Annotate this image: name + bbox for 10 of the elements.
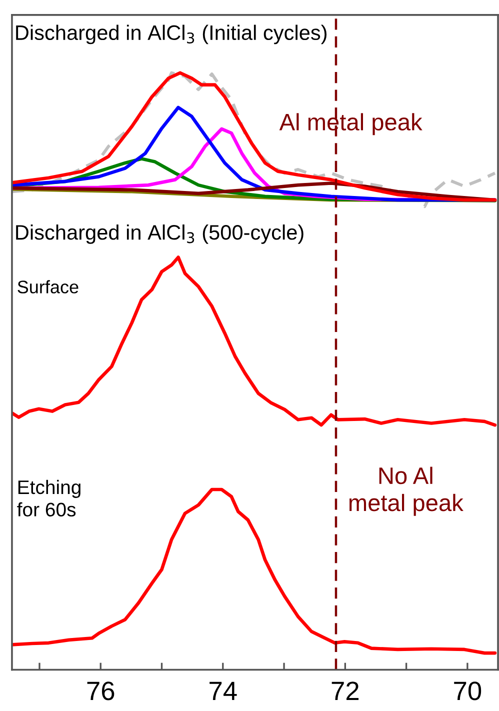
annotation: Surface [18, 280, 78, 294]
annotation: Al metal peak [279, 113, 422, 136]
x-tick-label: 70 [454, 682, 482, 700]
annotation: Discharged in AlCl$_{3}$ (500-cycle) [16, 224, 304, 244]
annotation: No Al metal peak [349, 466, 464, 516]
annotation: Etching for 60s [17, 480, 80, 516]
x-tick-label: 74 [210, 682, 237, 700]
x-tick-label: 76 [87, 682, 114, 700]
x-tick-label: 72 [332, 682, 359, 700]
text: Discharged in AlCl$_{3}$ (Initial cycles) [16, 24, 326, 44]
